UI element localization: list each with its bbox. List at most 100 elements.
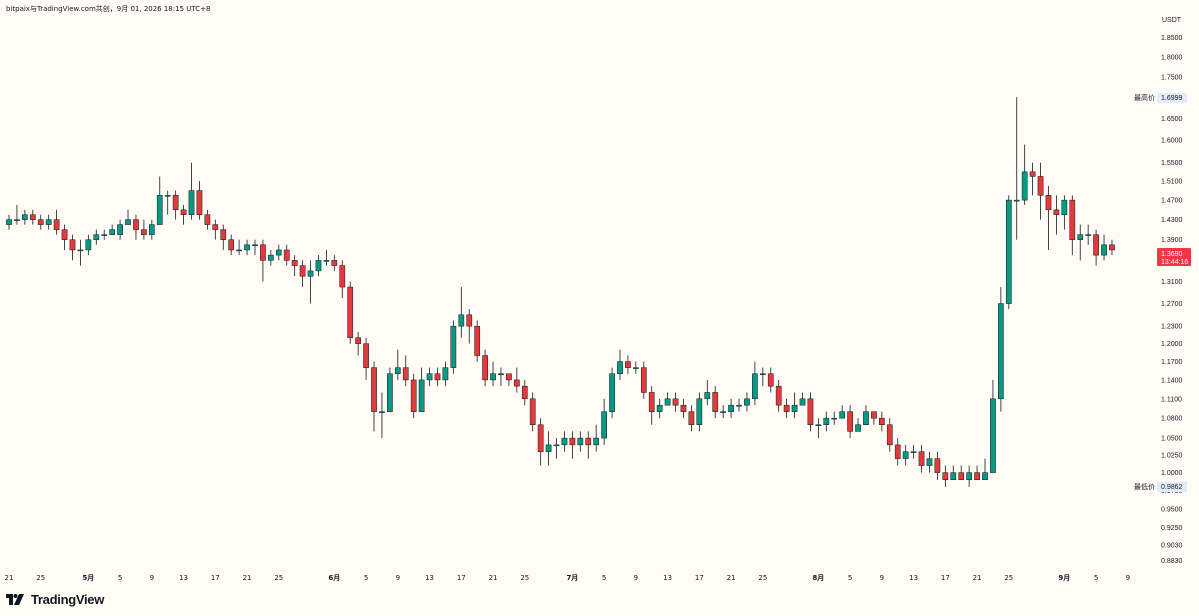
candle[interactable] <box>759 367 766 387</box>
candle[interactable] <box>815 418 822 439</box>
candle[interactable] <box>783 398 790 419</box>
candle[interactable] <box>553 438 560 459</box>
candle[interactable] <box>593 424 600 452</box>
candle[interactable] <box>1029 162 1036 196</box>
candle[interactable] <box>236 239 242 256</box>
candle[interactable] <box>498 367 504 387</box>
candle[interactable] <box>387 367 393 412</box>
candle[interactable] <box>244 239 250 256</box>
candle[interactable] <box>1045 185 1052 250</box>
candle[interactable] <box>855 418 861 432</box>
candle[interactable] <box>1077 224 1084 261</box>
candle[interactable] <box>871 411 877 425</box>
candle[interactable] <box>77 239 84 266</box>
candle[interactable] <box>585 431 592 459</box>
candle[interactable] <box>85 234 92 256</box>
candle[interactable] <box>744 392 750 412</box>
candle[interactable] <box>458 287 465 338</box>
candle[interactable] <box>791 392 798 419</box>
candle[interactable] <box>640 361 647 399</box>
candle[interactable] <box>894 438 901 466</box>
candle[interactable] <box>998 287 1004 412</box>
candle[interactable] <box>6 214 12 230</box>
candle[interactable] <box>268 249 274 266</box>
candle[interactable] <box>688 405 695 432</box>
candle[interactable] <box>656 398 663 419</box>
candle[interactable] <box>752 361 758 406</box>
candle[interactable] <box>315 255 322 277</box>
candle[interactable] <box>863 405 869 426</box>
candle[interactable] <box>1085 224 1092 245</box>
candle[interactable] <box>886 418 893 452</box>
candle[interactable] <box>394 349 401 380</box>
candle[interactable] <box>37 214 44 230</box>
candle[interactable] <box>609 367 615 419</box>
candle[interactable] <box>672 392 679 412</box>
candle[interactable] <box>474 320 481 362</box>
time-axis[interactable]: 21 25 5月 5 9 13 17 21 25 6月 5 9 13 17 21 25 7月 5 9 13 17 21 25… <box>5 574 1131 582</box>
candle[interactable] <box>466 309 473 344</box>
candle[interactable] <box>728 398 734 419</box>
candle[interactable] <box>704 379 711 406</box>
candle[interactable] <box>633 361 639 374</box>
candle[interactable] <box>1053 195 1060 235</box>
candle[interactable] <box>879 411 885 432</box>
candle[interactable] <box>918 444 925 473</box>
candle[interactable] <box>950 465 957 480</box>
candle[interactable] <box>434 367 441 387</box>
candle[interactable] <box>974 465 980 480</box>
candle[interactable] <box>601 398 607 445</box>
candle[interactable] <box>347 281 354 344</box>
candle[interactable] <box>141 219 147 240</box>
candle[interactable] <box>410 373 417 419</box>
candle[interactable] <box>696 392 703 432</box>
candle[interactable] <box>1005 195 1012 310</box>
candle[interactable] <box>799 392 806 406</box>
candle[interactable] <box>1069 195 1076 256</box>
candle[interactable] <box>363 337 369 380</box>
candle[interactable] <box>196 181 203 220</box>
candle[interactable] <box>934 451 941 480</box>
candle[interactable] <box>371 361 377 432</box>
candle[interactable] <box>1093 229 1099 266</box>
candle[interactable] <box>521 379 528 406</box>
candle[interactable] <box>29 209 36 225</box>
candle[interactable] <box>513 367 520 393</box>
candle[interactable] <box>736 398 742 412</box>
candle[interactable] <box>442 361 449 387</box>
candle[interactable] <box>148 219 155 240</box>
tradingview-brand[interactable]: TradingView <box>6 592 104 607</box>
candle[interactable] <box>402 355 409 387</box>
candle[interactable] <box>490 361 496 387</box>
candle[interactable] <box>53 209 60 235</box>
candle[interactable] <box>252 239 258 256</box>
candle[interactable] <box>807 392 814 432</box>
candle[interactable] <box>283 244 290 266</box>
candle[interactable] <box>529 392 536 432</box>
candle[interactable] <box>204 209 211 230</box>
candle[interactable] <box>664 392 671 406</box>
candle[interactable] <box>69 234 76 261</box>
candle[interactable] <box>942 465 949 487</box>
candle[interactable] <box>1101 234 1107 261</box>
candle[interactable] <box>1109 239 1115 256</box>
candle[interactable] <box>926 451 933 473</box>
candle[interactable] <box>188 162 195 220</box>
candle[interactable] <box>1013 97 1020 240</box>
candle[interactable] <box>260 239 266 282</box>
candle[interactable] <box>1021 144 1028 205</box>
candle[interactable] <box>323 249 330 266</box>
candle[interactable] <box>379 392 385 439</box>
candle[interactable] <box>561 431 568 452</box>
candle[interactable] <box>823 411 830 432</box>
candle[interactable] <box>93 229 100 245</box>
candle[interactable] <box>180 204 187 225</box>
candle[interactable] <box>275 244 282 261</box>
candle[interactable] <box>545 431 552 466</box>
candle[interactable] <box>625 355 631 374</box>
candle[interactable] <box>966 465 972 487</box>
candle[interactable] <box>45 214 52 230</box>
candle[interactable] <box>831 411 838 425</box>
candle[interactable] <box>450 320 457 374</box>
